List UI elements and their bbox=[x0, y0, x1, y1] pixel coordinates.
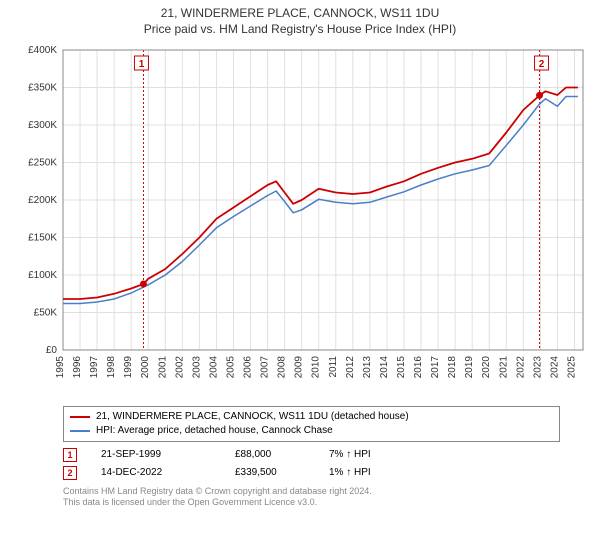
transaction-marker-icon: 1 bbox=[63, 448, 77, 462]
transaction-date: 21-SEP-1999 bbox=[101, 449, 211, 460]
svg-text:2003: 2003 bbox=[191, 355, 202, 378]
svg-text:2006: 2006 bbox=[243, 355, 254, 378]
svg-text:2013: 2013 bbox=[362, 355, 373, 378]
price-chart: £0 £50K £100K £150K £200K £250K £300K £350K £400… bbox=[10, 40, 590, 400]
svg-text:2005: 2005 bbox=[225, 355, 236, 378]
svg-text:2: 2 bbox=[539, 59, 545, 70]
svg-text:£0: £0 bbox=[46, 345, 58, 356]
svg-text:2018: 2018 bbox=[447, 355, 458, 378]
svg-text:2017: 2017 bbox=[430, 355, 441, 378]
legend-label: 21, WINDERMERE PLACE, CANNOCK, WS11 1DU … bbox=[96, 410, 409, 424]
footer-attribution: Contains HM Land Registry data © Crown c… bbox=[63, 486, 560, 509]
svg-text:£150K: £150K bbox=[28, 232, 57, 243]
transaction-hpi-delta: 1% ↑ HPI bbox=[329, 467, 409, 478]
svg-text:2008: 2008 bbox=[277, 355, 288, 378]
svg-text:£200K: £200K bbox=[28, 195, 57, 206]
svg-text:2016: 2016 bbox=[413, 355, 424, 378]
svg-text:1995: 1995 bbox=[55, 355, 66, 378]
svg-text:2025: 2025 bbox=[566, 355, 577, 378]
svg-text:£350K: £350K bbox=[28, 82, 57, 93]
page-container: 21, WINDERMERE PLACE, CANNOCK, WS11 1DU … bbox=[0, 0, 600, 560]
svg-text:£250K: £250K bbox=[28, 157, 57, 168]
chart-area: £0 £50K £100K £150K £200K £250K £300K £350K £400… bbox=[10, 40, 590, 400]
svg-text:2023: 2023 bbox=[532, 355, 543, 378]
legend-item: 21, WINDERMERE PLACE, CANNOCK, WS11 1DU … bbox=[70, 410, 553, 424]
svg-text:2007: 2007 bbox=[260, 355, 271, 378]
transaction-price: £339,500 bbox=[235, 467, 305, 478]
svg-text:2022: 2022 bbox=[515, 355, 526, 378]
svg-text:1997: 1997 bbox=[89, 355, 100, 378]
legend-label: HPI: Average price, detached house, Cann… bbox=[96, 424, 333, 438]
chart-subtitle: Price paid vs. HM Land Registry's House … bbox=[10, 22, 590, 36]
svg-text:£100K: £100K bbox=[28, 270, 57, 281]
svg-text:2024: 2024 bbox=[549, 355, 560, 378]
svg-text:1996: 1996 bbox=[72, 355, 83, 378]
svg-text:2015: 2015 bbox=[396, 355, 407, 378]
transaction-date: 14-DEC-2022 bbox=[101, 467, 211, 478]
legend-item: HPI: Average price, detached house, Cann… bbox=[70, 424, 553, 438]
transaction-row: 2 14-DEC-2022 £339,500 1% ↑ HPI bbox=[63, 464, 560, 482]
footer-line-2: This data is licensed under the Open Gov… bbox=[63, 497, 560, 509]
legend-swatch bbox=[70, 430, 90, 432]
svg-text:2001: 2001 bbox=[157, 355, 168, 378]
chart-title: 21, WINDERMERE PLACE, CANNOCK, WS11 1DU bbox=[10, 6, 590, 22]
svg-text:2002: 2002 bbox=[174, 355, 185, 378]
svg-text:£50K: £50K bbox=[34, 307, 58, 318]
svg-text:2009: 2009 bbox=[294, 355, 305, 378]
transaction-row: 1 21-SEP-1999 £88,000 7% ↑ HPI bbox=[63, 446, 560, 464]
transaction-marker-icon: 2 bbox=[63, 466, 77, 480]
svg-text:2004: 2004 bbox=[208, 355, 219, 378]
transaction-price: £88,000 bbox=[235, 449, 305, 460]
svg-text:2019: 2019 bbox=[464, 355, 475, 378]
svg-text:2021: 2021 bbox=[498, 355, 509, 378]
transaction-hpi-delta: 7% ↑ HPI bbox=[329, 449, 409, 460]
svg-text:2000: 2000 bbox=[140, 355, 151, 378]
legend-swatch bbox=[70, 416, 90, 418]
transactions-table: 1 21-SEP-1999 £88,000 7% ↑ HPI 2 14-DEC-2022 £… bbox=[63, 446, 560, 482]
svg-text:2012: 2012 bbox=[345, 355, 356, 378]
svg-text:2011: 2011 bbox=[328, 355, 339, 377]
svg-text:2014: 2014 bbox=[379, 355, 390, 378]
footer-line-1: Contains HM Land Registry data © Crown c… bbox=[63, 486, 560, 498]
svg-text:1998: 1998 bbox=[106, 355, 117, 378]
svg-text:2010: 2010 bbox=[311, 355, 322, 378]
svg-text:£300K: £300K bbox=[28, 120, 57, 131]
svg-text:£400K: £400K bbox=[28, 45, 57, 56]
svg-text:1999: 1999 bbox=[123, 355, 134, 378]
svg-text:2020: 2020 bbox=[481, 355, 492, 378]
svg-text:1: 1 bbox=[139, 59, 145, 70]
legend-box: 21, WINDERMERE PLACE, CANNOCK, WS11 1DU … bbox=[63, 406, 560, 442]
